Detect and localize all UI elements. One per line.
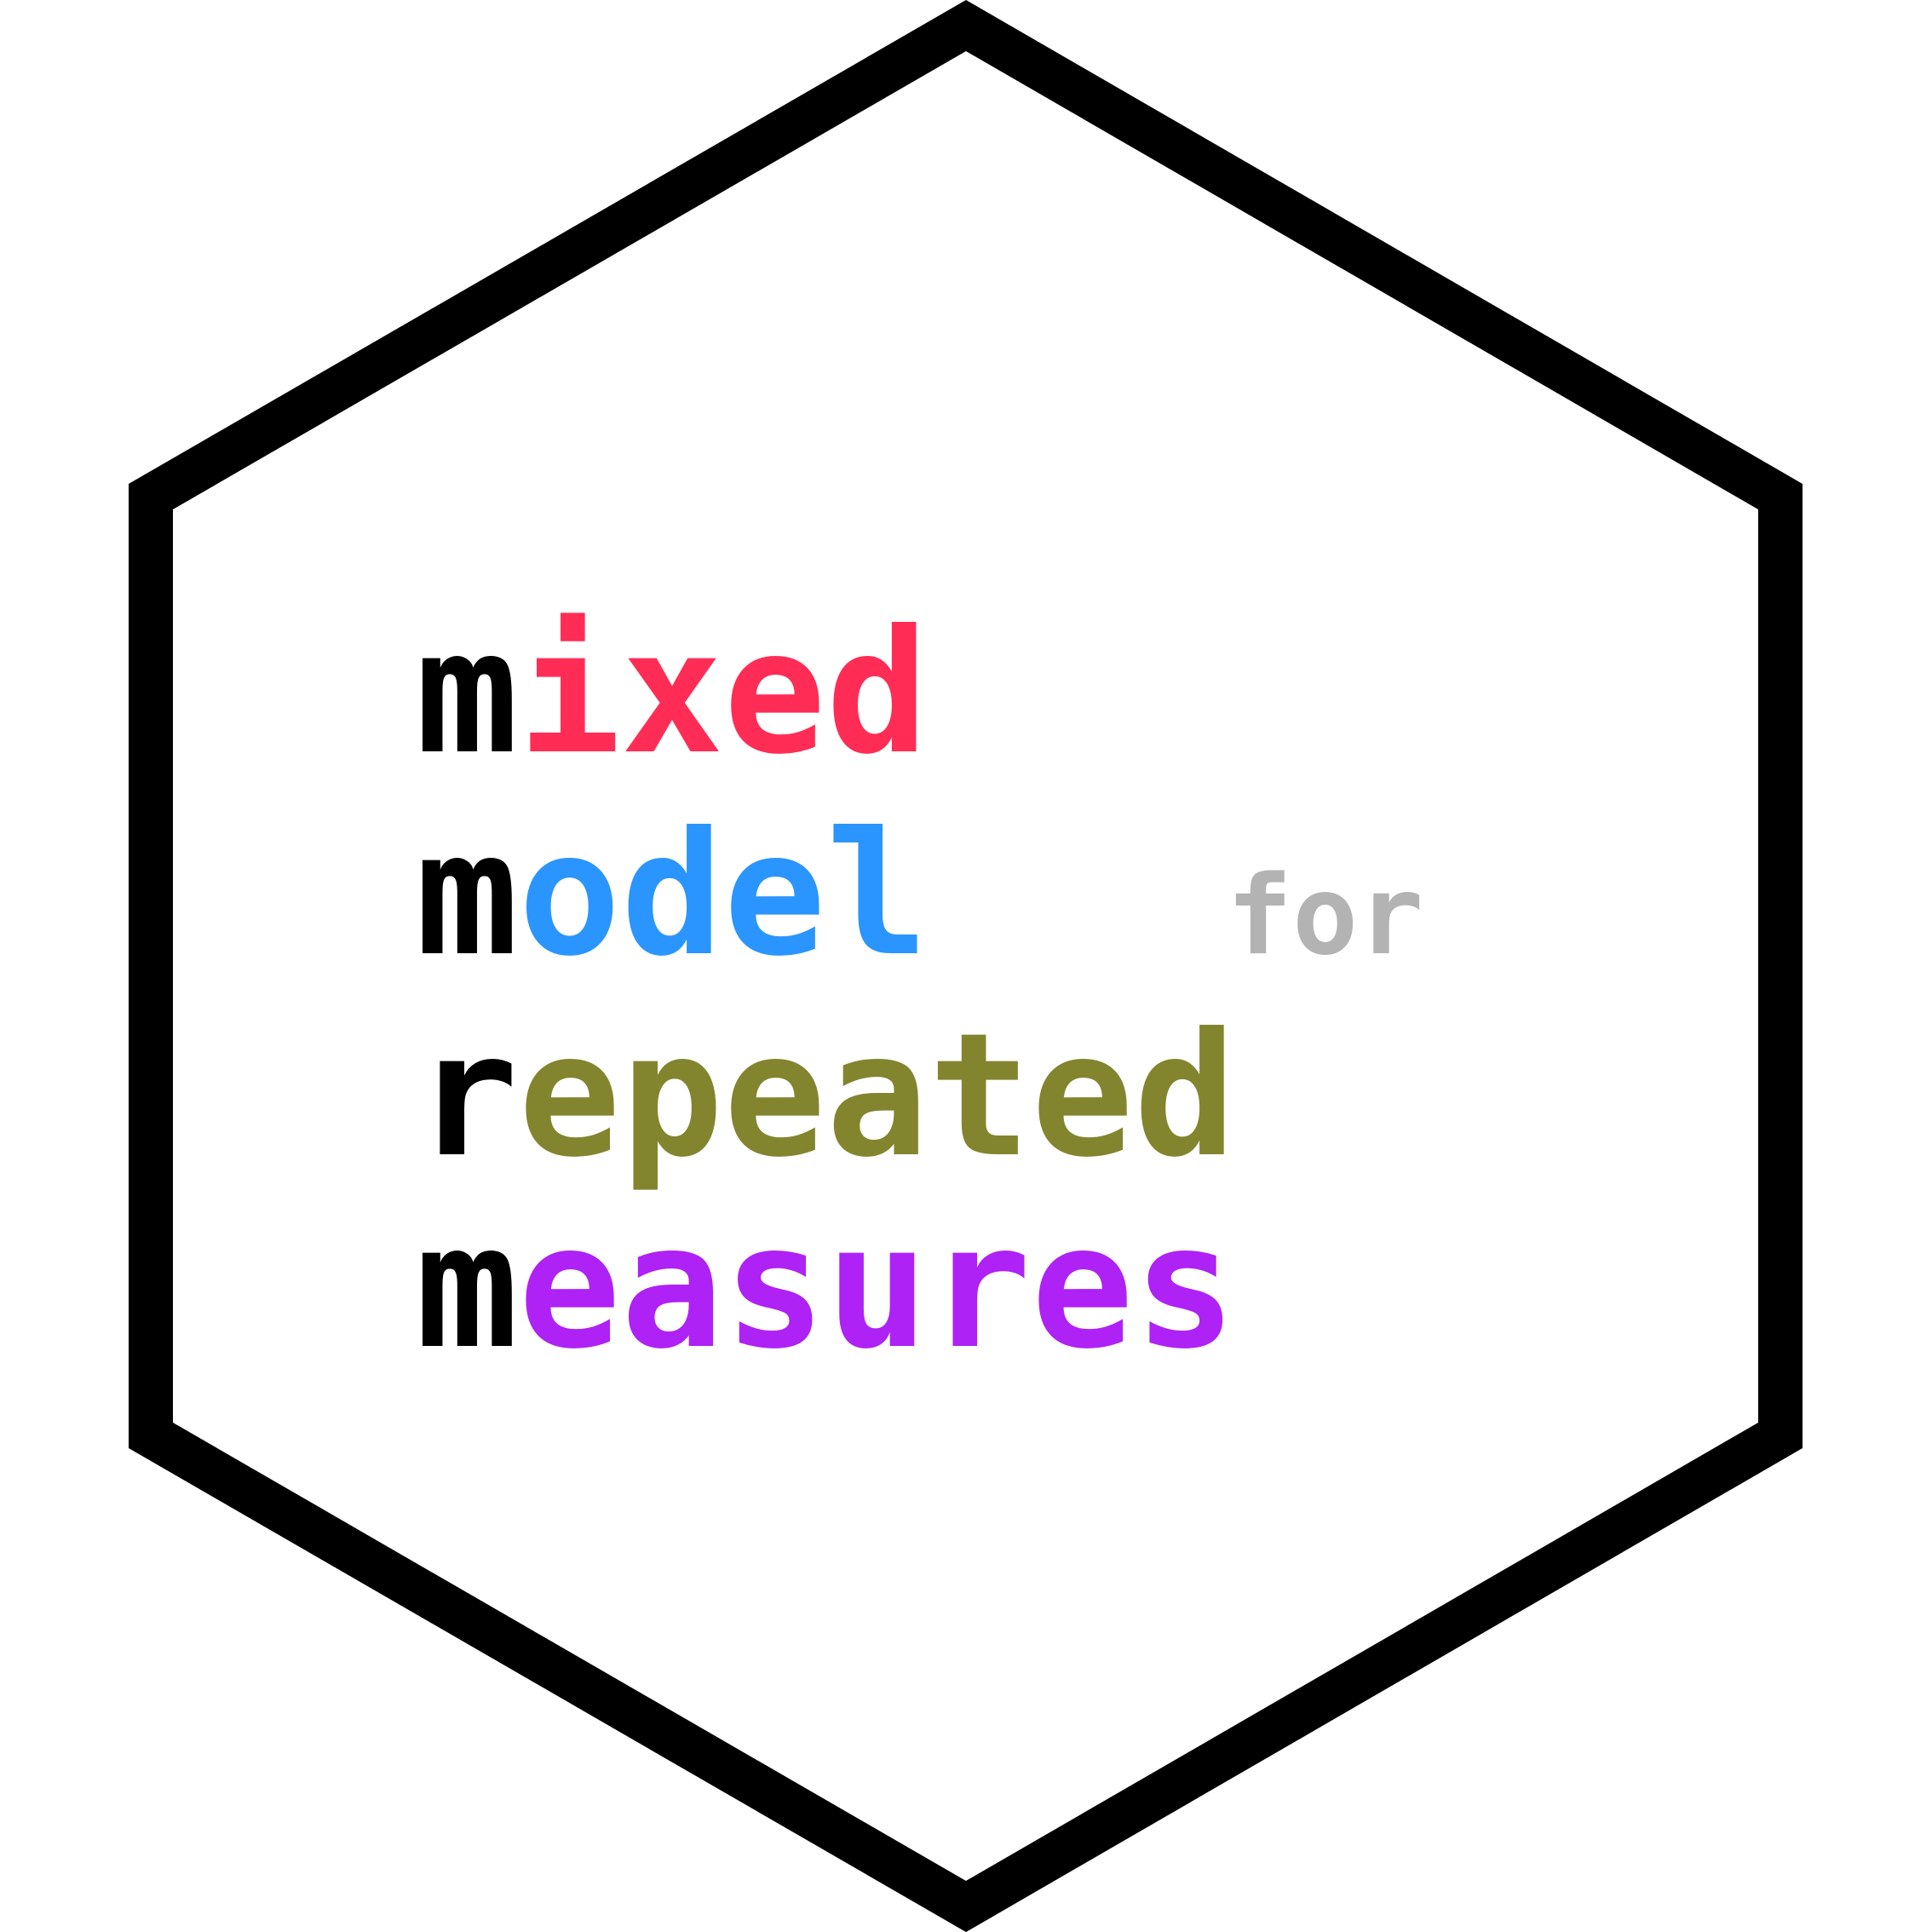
initial-m-model: m: [416, 796, 518, 994]
initial-r-repeated: r: [416, 997, 518, 1195]
word-measures: measures: [416, 1188, 1236, 1387]
word-mixed: mixed: [416, 594, 929, 792]
measures-text: easures: [518, 1188, 1236, 1387]
word-for: for: [1227, 853, 1423, 980]
model-text: odel: [518, 796, 929, 994]
repeated-text: epeated: [518, 997, 1236, 1195]
word-model: model: [416, 796, 929, 994]
hexagon-border: [129, 0, 1803, 1932]
word-repeated: repeated: [416, 997, 1236, 1195]
initial-m-mixed: m: [416, 594, 518, 792]
mixed-text: ixed: [518, 594, 929, 792]
initial-m-measures: m: [416, 1188, 518, 1387]
